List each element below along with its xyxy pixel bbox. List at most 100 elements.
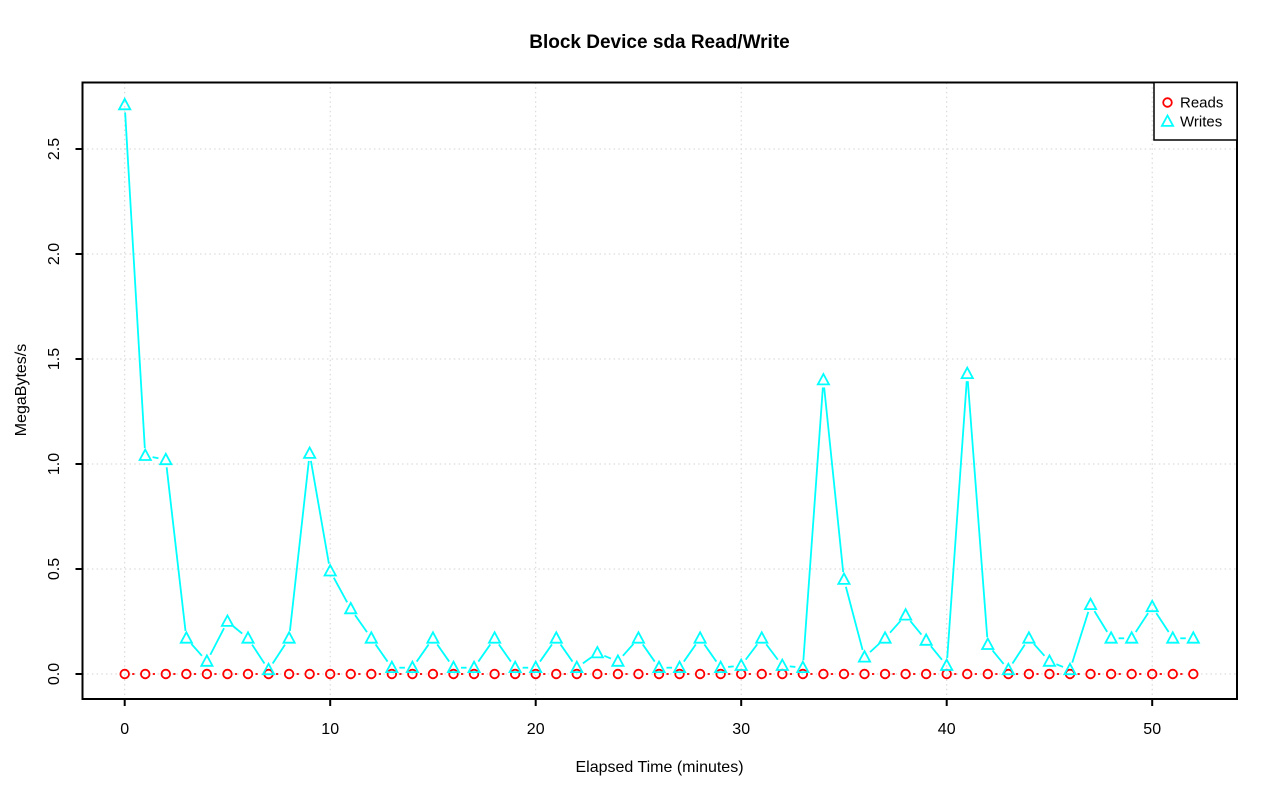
writes-marker	[364, 630, 379, 644]
reads-marker	[551, 668, 562, 680]
legend-reads-label: Reads	[1180, 95, 1223, 112]
writes-line-segment	[823, 387, 845, 573]
writes-line-segment	[209, 627, 225, 656]
writes-line-segment	[889, 620, 902, 634]
writes-marker	[590, 645, 605, 659]
writes-line-segment	[251, 644, 266, 665]
writes-line-segment	[271, 644, 286, 665]
writes-line-segment	[765, 643, 779, 661]
writes-marker	[549, 630, 564, 644]
writes-marker	[877, 630, 893, 644]
reads-marker	[304, 668, 315, 680]
writes-marker	[261, 661, 276, 676]
chart-title: Block Device sda Read/Write	[529, 32, 790, 53]
writes-line-segment	[909, 620, 923, 636]
writes-marker	[1186, 630, 1201, 644]
writes-marker	[343, 601, 358, 615]
reads-marker	[222, 668, 233, 680]
writes-marker	[1083, 596, 1098, 610]
legend-box	[1153, 81, 1238, 141]
reads-marker	[653, 668, 665, 680]
writes-marker	[631, 630, 646, 644]
reads-marker	[838, 668, 850, 680]
writes-line-segment	[703, 643, 718, 663]
x-axis-tick-label: 0	[120, 721, 129, 738]
legend-writes-marker-icon	[1160, 113, 1175, 127]
writes-line-segment	[946, 381, 968, 659]
reads-marker	[859, 668, 870, 680]
writes-line-segment	[165, 467, 187, 631]
writes-marker	[1165, 630, 1180, 644]
writes-marker	[1103, 630, 1119, 644]
reads-marker	[1146, 668, 1158, 680]
reads-marker	[427, 668, 439, 680]
y-axis-tick-label: 2.0	[46, 243, 63, 265]
reads-marker	[879, 668, 891, 680]
reads-marker	[1188, 668, 1199, 680]
reads-marker	[1085, 668, 1096, 680]
x-axis-tick-label: 10	[321, 721, 339, 738]
reads-marker	[530, 668, 541, 680]
writes-line-segment	[124, 112, 146, 449]
reads-marker	[592, 668, 603, 680]
reads-marker	[797, 668, 809, 680]
x-axis-tick-label: 50	[1143, 721, 1161, 738]
writes-line-segment	[1056, 663, 1064, 668]
reads-marker	[325, 668, 336, 680]
reads-marker	[674, 668, 685, 680]
x-axis-tick-label: 40	[938, 721, 956, 738]
writes-line-segment	[1093, 610, 1108, 633]
reads-marker	[160, 668, 172, 680]
writes-line-segment	[539, 643, 553, 663]
x-axis-tick-label: 30	[732, 721, 750, 738]
writes-line-segment	[374, 643, 389, 663]
writes-line-segment	[728, 665, 734, 668]
writes-marker	[179, 630, 194, 644]
writes-line-segment	[436, 643, 450, 663]
y-axis-tick-label: 0.5	[46, 558, 63, 580]
writes-marker	[466, 659, 482, 673]
reads-marker	[119, 668, 130, 680]
writes-line-segment	[1011, 644, 1026, 665]
writes-marker	[651, 659, 667, 673]
writes-marker	[898, 607, 913, 621]
reads-marker	[1044, 668, 1055, 680]
writes-line-segment	[789, 665, 796, 668]
writes-marker	[713, 659, 728, 673]
writes-marker	[302, 445, 317, 459]
writes-marker	[692, 630, 708, 644]
reads-marker	[900, 668, 911, 680]
y-axis-tick-label: 1.5	[46, 348, 63, 370]
reads-marker	[571, 668, 583, 680]
x-axis-tick-label: 20	[527, 721, 545, 738]
reads-marker	[468, 668, 480, 680]
writes-line-segment	[354, 614, 368, 633]
writes-line-segment	[1155, 612, 1170, 633]
y-axis-tick-label: 0.0	[46, 663, 63, 685]
reads-marker	[386, 668, 398, 680]
x-axis-title: Elapsed Time (minutes)	[575, 759, 744, 776]
legend-writes-label: Writes	[1180, 114, 1222, 131]
writes-marker	[795, 659, 810, 673]
writes-marker	[734, 657, 749, 671]
reads-marker	[1126, 668, 1137, 680]
reads-marker	[448, 668, 459, 680]
writes-marker	[980, 636, 995, 650]
plot-box	[81, 81, 1238, 700]
writes-line-segment	[1033, 643, 1046, 657]
reads-marker	[612, 668, 624, 680]
reads-marker	[756, 668, 767, 680]
writes-marker	[754, 630, 769, 644]
writes-marker	[960, 365, 975, 380]
writes-line-segment	[603, 655, 612, 660]
writes-marker	[1062, 661, 1078, 676]
writes-line-segment	[869, 642, 881, 653]
reads-marker	[982, 668, 994, 680]
writes-marker	[425, 630, 441, 644]
reads-marker	[489, 668, 500, 680]
writes-marker	[1145, 598, 1160, 613]
writes-marker	[528, 659, 543, 673]
reads-marker	[818, 668, 829, 680]
writes-marker	[240, 630, 256, 644]
